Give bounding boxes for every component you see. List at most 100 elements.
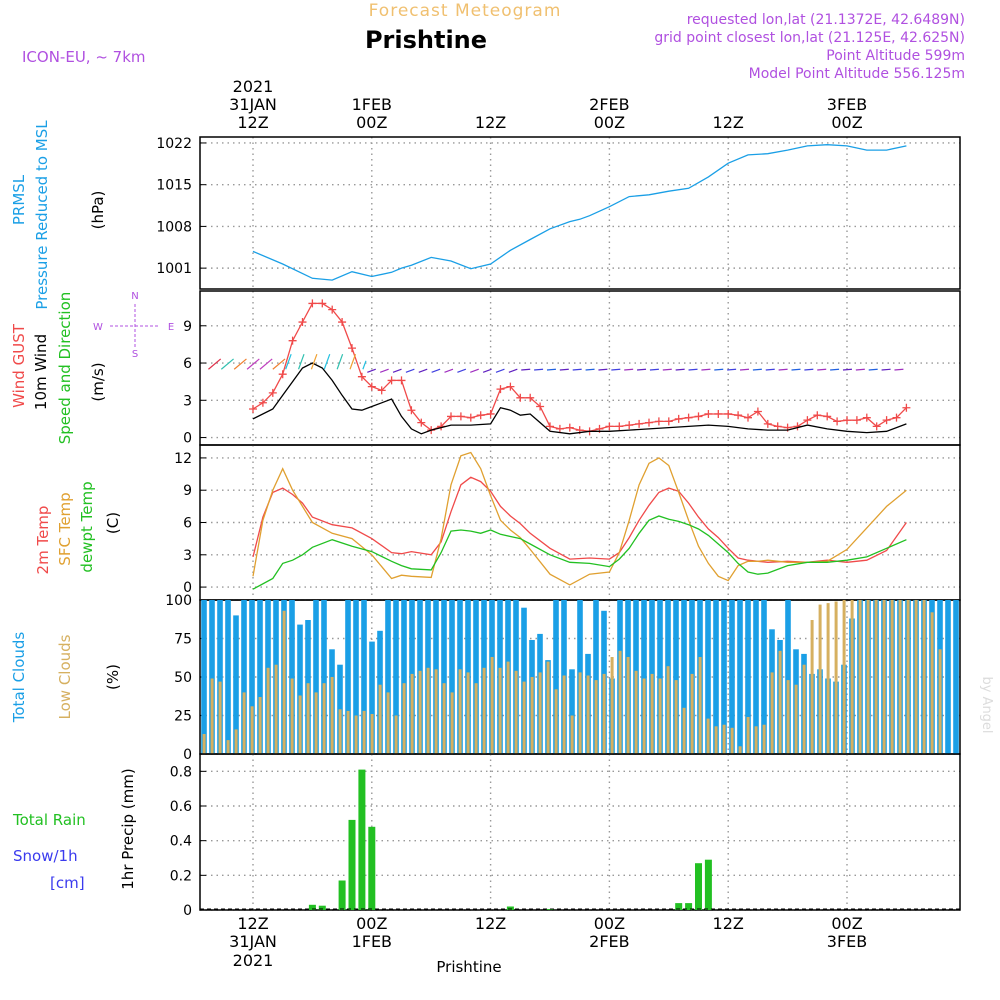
- gust-marker: [813, 411, 822, 420]
- y-tick-label: 3: [183, 393, 192, 409]
- gust-marker: [387, 376, 396, 385]
- gust-marker: [605, 422, 614, 431]
- gust-marker: [664, 417, 673, 426]
- gust-marker: [546, 422, 554, 431]
- y-tick-label: 0: [183, 431, 192, 447]
- low-cloud-bar: [250, 706, 254, 754]
- panel-clouds: 0 25 50 75 100: [165, 593, 961, 763]
- wind-direction-arrow: [688, 368, 698, 371]
- low-cloud-bar: [786, 680, 790, 754]
- wind-direction-arrow: [482, 368, 492, 373]
- total-cloud-bar: [641, 600, 647, 754]
- low-cloud-bar: [802, 664, 806, 754]
- gust-marker: [447, 412, 455, 421]
- total-cloud-bar: [753, 600, 759, 754]
- y-tick-label: 1001: [156, 261, 192, 277]
- wind-direction-arrow: [521, 368, 531, 371]
- gust-marker: [645, 418, 653, 427]
- low-cloud-bar: [562, 675, 566, 754]
- total-cloud-bar: [729, 600, 735, 754]
- total-cloud-bar: [945, 600, 951, 754]
- low-cloud-bar: [370, 714, 374, 754]
- gust-marker: [496, 385, 505, 394]
- y-tick-label: 9: [183, 319, 192, 335]
- gust-marker: [843, 416, 851, 425]
- wind-direction-arrow: [701, 368, 711, 371]
- gust-marker: [823, 412, 832, 421]
- low-cloud-bar: [450, 692, 454, 754]
- y-tick-label: 12: [174, 451, 192, 467]
- total-cloud-bar: [217, 600, 223, 754]
- point-altitude: Point Altitude 599m: [826, 48, 965, 64]
- compass-rose: N S E W: [93, 291, 174, 360]
- cloud-labels: Total Clouds Low Clouds (%): [10, 632, 122, 724]
- low-cloud-bar: [322, 683, 326, 754]
- low-cloud-bar: [474, 683, 478, 754]
- wind-direction-arrow: [894, 368, 904, 371]
- low-cloud-bar: [578, 672, 582, 754]
- wind-direction-label: Speed and Direction: [56, 292, 74, 445]
- low-cloud-bar: [234, 729, 238, 754]
- y-tick-label: 0.8: [170, 764, 192, 780]
- low-cloud-bar: [890, 600, 894, 754]
- bottom-date-label: 2FEB: [589, 932, 629, 951]
- compass-w: W: [93, 322, 103, 333]
- pressure-msl-label: Pressure Reduced to MSL: [33, 120, 51, 310]
- wind-direction-arrow: [624, 368, 634, 371]
- gust-marker: [298, 318, 307, 327]
- wind-direction-arrow: [310, 354, 318, 370]
- top-hour-label: 12Z: [713, 113, 744, 132]
- low-cloud-bar: [914, 600, 918, 754]
- low-cloud-bar: [866, 600, 870, 754]
- gust-marker: [635, 419, 644, 428]
- compass-n: N: [131, 291, 138, 302]
- wind-direction-arrow: [362, 360, 367, 370]
- gust-marker: [654, 417, 663, 426]
- wind-direction-arrow: [830, 368, 840, 371]
- wind-direction-arrow: [323, 354, 331, 370]
- total-cloud-bar: [705, 600, 711, 754]
- y-tick-label: 25: [174, 709, 192, 725]
- compass-e: E: [168, 322, 174, 333]
- wind-direction-arrow: [259, 358, 273, 370]
- prmsl-label: PRMSL: [10, 174, 28, 225]
- bottom-hour-label: 12Z: [713, 914, 744, 933]
- y-tick-label: 75: [174, 632, 192, 648]
- total-clouds-label: Total Clouds: [10, 632, 28, 724]
- low-cloud-bar: [346, 710, 350, 754]
- low-cloud-bar: [698, 657, 702, 754]
- gust-marker: [714, 409, 723, 418]
- panel-temperature: 0 3 6 9 12: [174, 444, 961, 601]
- gust-marker: [862, 413, 871, 422]
- series-sfc-temp: [252, 451, 907, 586]
- wind-direction-arrow: [220, 358, 234, 370]
- low-cloud-bar: [402, 683, 406, 754]
- low-cloud-bar: [282, 610, 286, 754]
- gust-marker: [734, 411, 743, 420]
- total-cloud-bar: [681, 600, 687, 754]
- wind-direction-arrow: [739, 368, 750, 371]
- low-cloud-bar: [850, 600, 854, 754]
- y-tick-label: 0.6: [170, 799, 192, 815]
- total-cloud-bar: [569, 669, 575, 754]
- low-cloud-bar: [594, 680, 598, 754]
- rain-bar: [318, 905, 326, 910]
- low-cloud-bar: [650, 673, 654, 754]
- wind-labels: Wind GUST 10m Wind Speed and Direction (…: [10, 291, 174, 444]
- bottom-year-label: 2021: [233, 951, 274, 970]
- wind-direction-arrow: [208, 358, 222, 370]
- low-cloud-bar: [258, 697, 262, 754]
- low-cloud-bar: [682, 707, 686, 754]
- series-prmsl: [252, 144, 907, 281]
- low-cloud-bar: [482, 667, 486, 754]
- wind-direction-arrow: [791, 368, 801, 371]
- low-cloud-bar: [922, 600, 926, 754]
- low-cloud-bar: [874, 600, 878, 754]
- requested-coords: requested lon,lat (21.1372E, 42.6489N): [687, 12, 965, 28]
- gust-marker: [724, 409, 733, 418]
- total-cloud-bar: [553, 600, 559, 754]
- low-cloud-bar: [898, 600, 902, 754]
- panel-pressure: 1001 1008 1015 1022: [156, 136, 961, 290]
- gust-marker: [268, 388, 277, 397]
- rain-bar: [546, 909, 554, 910]
